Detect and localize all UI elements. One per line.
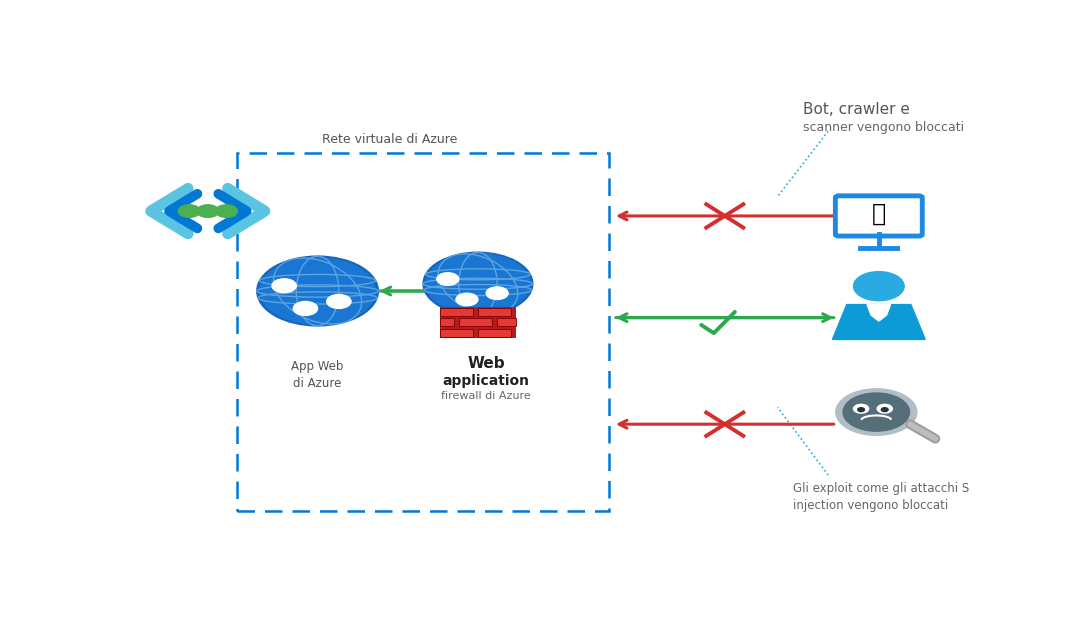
FancyBboxPatch shape (440, 318, 454, 326)
Circle shape (835, 389, 917, 435)
Text: di Azure: di Azure (293, 377, 342, 389)
Circle shape (843, 393, 909, 431)
Text: injection vengono bloccati: injection vengono bloccati (793, 499, 949, 511)
Circle shape (197, 205, 219, 218)
Text: Web: Web (467, 356, 505, 371)
Circle shape (877, 404, 892, 413)
Circle shape (437, 273, 458, 286)
Circle shape (854, 272, 904, 301)
Circle shape (486, 287, 509, 299)
Circle shape (272, 279, 296, 292)
Circle shape (881, 408, 889, 411)
FancyBboxPatch shape (835, 196, 922, 236)
FancyBboxPatch shape (478, 329, 511, 337)
Text: Bot, crawler e: Bot, crawler e (803, 102, 909, 117)
Circle shape (423, 252, 533, 315)
FancyBboxPatch shape (478, 308, 511, 316)
Circle shape (858, 408, 865, 411)
Circle shape (456, 293, 478, 306)
Circle shape (179, 205, 200, 218)
Circle shape (426, 254, 530, 314)
Text: application: application (443, 374, 530, 387)
Circle shape (257, 256, 378, 326)
FancyBboxPatch shape (440, 329, 473, 337)
Text: scanner vengono bloccati: scanner vengono bloccati (803, 121, 964, 134)
Circle shape (327, 294, 351, 308)
FancyBboxPatch shape (497, 318, 516, 326)
Text: Rete virtuale di Azure: Rete virtuale di Azure (322, 133, 457, 146)
Circle shape (216, 205, 237, 218)
Polygon shape (832, 304, 926, 340)
FancyBboxPatch shape (440, 308, 473, 316)
Text: App Web: App Web (292, 360, 344, 372)
Polygon shape (867, 304, 891, 321)
Circle shape (260, 258, 376, 324)
Text: Gli exploit come gli attacchi S: Gli exploit come gli attacchi S (793, 482, 969, 494)
Circle shape (854, 404, 869, 413)
Text: 🐛: 🐛 (872, 201, 885, 226)
FancyBboxPatch shape (440, 307, 516, 338)
Text: firewall di Azure: firewall di Azure (441, 391, 531, 401)
FancyBboxPatch shape (458, 318, 492, 326)
Circle shape (293, 301, 318, 315)
